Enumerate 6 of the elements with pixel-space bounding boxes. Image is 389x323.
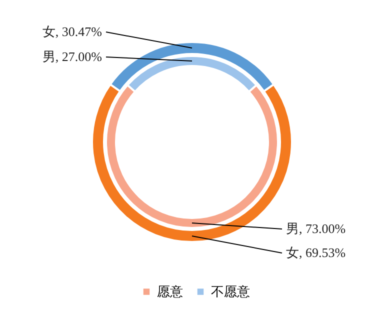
legend-label: 愿意 [157, 284, 183, 299]
data-label: 女, 69.53% [286, 245, 346, 260]
data-label: 男, 73.00% [286, 221, 346, 236]
data-label: 女, 30.47% [42, 24, 102, 39]
legend-label: 不愿意 [211, 284, 250, 299]
data-label: 男, 27.00% [42, 49, 102, 64]
